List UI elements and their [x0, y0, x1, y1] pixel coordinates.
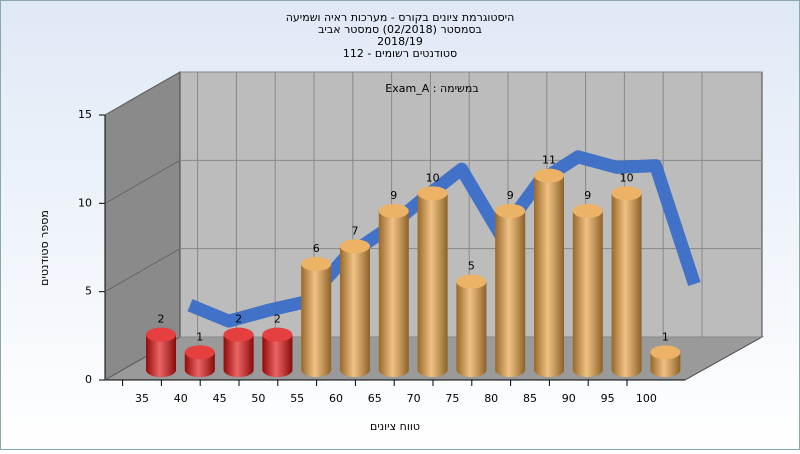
bar-top [262, 327, 293, 342]
y-tick-label: 5 [85, 285, 92, 298]
bar-shade [223, 334, 254, 377]
data-label: 10 [426, 171, 440, 184]
x-tick-label: 60 [329, 392, 343, 405]
x-tick-label: 40 [174, 392, 188, 405]
data-label: 10 [620, 171, 634, 184]
bar-shade [340, 246, 370, 377]
bar-top-shade [495, 204, 526, 218]
data-label: 5 [468, 260, 475, 273]
data-label: 1 [196, 330, 203, 343]
bar-top [611, 186, 642, 201]
bar-shade [650, 352, 681, 377]
bar-top [534, 168, 564, 183]
bar-top [572, 204, 603, 218]
bar-top [650, 345, 681, 360]
grid-line [104, 159, 181, 204]
bar-top-shade [378, 204, 409, 218]
trend-ribbon [187, 150, 701, 328]
grid-line [104, 248, 181, 293]
chart-title: סטודנטים רשומים - 112 [343, 47, 457, 60]
x-tick-label: 85 [523, 392, 537, 405]
x-tick-label: 95 [601, 392, 615, 405]
bar-top-shade [650, 345, 681, 360]
bar-top-shade [146, 327, 176, 342]
bar-top-shade [262, 327, 293, 342]
bar-shade [456, 281, 487, 377]
y-tick-label: 0 [85, 373, 92, 386]
bar-shade [534, 175, 564, 377]
x-tick-label: 35 [135, 392, 149, 405]
grid-line [104, 71, 181, 116]
data-label: 1 [662, 330, 669, 343]
data-label: 2 [235, 313, 242, 326]
bar-shade [417, 193, 448, 377]
data-label: 7 [352, 224, 359, 237]
y-tick-label: 15 [78, 108, 92, 121]
data-label: 9 [507, 189, 514, 202]
x-tick-label: 70 [407, 392, 421, 405]
bar-top [146, 327, 176, 342]
x-tick-label: 75 [445, 392, 459, 405]
bar-top [223, 327, 254, 342]
bar-top [495, 204, 526, 218]
bar-top [184, 345, 215, 360]
bar-top-shade [301, 257, 332, 271]
bar-top-shade [340, 239, 370, 254]
bar-top-shade [417, 186, 448, 201]
bar-top [340, 239, 370, 254]
bar-shade [611, 193, 642, 377]
data-label: 6 [313, 242, 320, 255]
x-tick-label: 50 [251, 392, 265, 405]
bar-top [301, 257, 332, 271]
chart-title: 2018/19 [377, 35, 423, 48]
data-label: 2 [158, 313, 165, 326]
x-tick-label: 65 [368, 392, 382, 405]
bar-shade [301, 264, 332, 377]
data-label: 11 [542, 154, 556, 167]
bar-top-shade [572, 204, 603, 218]
bar-shade [572, 211, 603, 377]
data-label: 9 [584, 189, 591, 202]
bar-top-shade [456, 274, 487, 289]
bar-top [417, 186, 448, 201]
x-tick-label: 45 [213, 392, 227, 405]
bar-top-shade [534, 168, 564, 183]
bar-shade [184, 352, 215, 377]
bar-top [456, 274, 487, 289]
data-label: 2 [274, 313, 281, 326]
x-tick-label: 55 [290, 392, 304, 405]
bar-shade [262, 334, 293, 377]
x-tick-label: 80 [484, 392, 498, 405]
data-label: 9 [390, 189, 397, 202]
bar-shade [146, 334, 176, 377]
bar-top-shade [611, 186, 642, 201]
bar-top-shade [184, 345, 215, 360]
bar-top [378, 204, 409, 218]
bar-top-shade [223, 327, 254, 342]
bar-shade [378, 211, 409, 377]
x-axis-label: טווח ציונים [370, 420, 420, 433]
annotation: Exam_A : במשימה [385, 82, 478, 95]
bar-shade [495, 211, 526, 377]
chart-title: בסמסטר (02/2018) סמסטר אביב [318, 23, 482, 36]
chart-title: היסטוגרמת ציונים בקורס - מערכות ראיה ושמ… [286, 11, 515, 24]
x-tick-label: 100 [636, 392, 657, 405]
y-tick-label: 10 [78, 196, 92, 209]
y-axis-label: מספר סטודנטים [38, 210, 51, 286]
x-tick-label: 90 [562, 392, 576, 405]
